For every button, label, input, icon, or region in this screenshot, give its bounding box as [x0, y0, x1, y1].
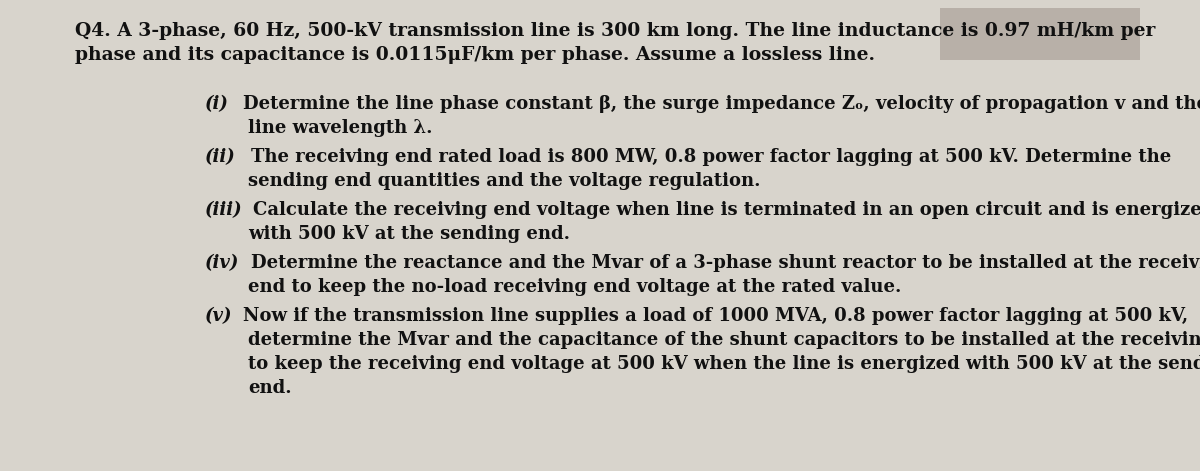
Text: (v): (v)	[205, 307, 233, 325]
Text: Now if the transmission line supplies a load of 1000 MVA, 0.8 power factor laggi: Now if the transmission line supplies a …	[242, 307, 1188, 325]
Text: The receiving end rated load is 800 MW, 0.8 power factor lagging at 500 kV. Dete: The receiving end rated load is 800 MW, …	[251, 148, 1171, 166]
Text: (i): (i)	[205, 95, 229, 113]
Text: line wavelength λ.: line wavelength λ.	[248, 119, 432, 137]
Text: Determine the line phase constant β, the surge impedance Zₒ, velocity of propaga: Determine the line phase constant β, the…	[242, 95, 1200, 113]
Text: determine the Mvar and the capacitance of the shunt capacitors to be installed a: determine the Mvar and the capacitance o…	[248, 331, 1200, 349]
Text: Calculate the receiving end voltage when line is terminated in an open circuit a: Calculate the receiving end voltage when…	[253, 201, 1200, 219]
Text: with 500 kV at the sending end.: with 500 kV at the sending end.	[248, 225, 570, 243]
Text: (iii): (iii)	[205, 201, 242, 219]
Text: Q4. A 3-phase, 60 Hz, 500-kV transmission line is 300 km long. The line inductan: Q4. A 3-phase, 60 Hz, 500-kV transmissio…	[74, 22, 1156, 40]
Text: (ii): (ii)	[205, 148, 235, 166]
Text: (iv): (iv)	[205, 254, 239, 272]
FancyBboxPatch shape	[940, 8, 1140, 60]
Text: end to keep the no-load receiving end voltage at the rated value.: end to keep the no-load receiving end vo…	[248, 278, 901, 296]
Text: Determine the reactance and the Mvar of a 3-phase shunt reactor to be installed : Determine the reactance and the Mvar of …	[251, 254, 1200, 272]
Text: sending end quantities and the voltage regulation.: sending end quantities and the voltage r…	[248, 172, 761, 190]
Text: to keep the receiving end voltage at 500 kV when the line is energized with 500 : to keep the receiving end voltage at 500…	[248, 355, 1200, 373]
Text: end.: end.	[248, 379, 292, 397]
Text: phase and its capacitance is 0.0115μF/km per phase. Assume a lossless line.: phase and its capacitance is 0.0115μF/km…	[74, 46, 875, 64]
